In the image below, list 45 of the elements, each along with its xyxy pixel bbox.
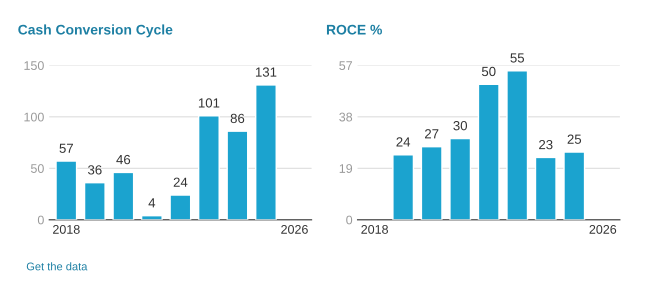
data-label: 50: [482, 66, 496, 76]
bar: [563, 151, 586, 220]
bar: [55, 160, 78, 220]
y-tick-label: 50: [30, 164, 44, 173]
data-label: 27: [425, 129, 438, 138]
data-label: 101: [198, 98, 220, 108]
data-label: 131: [256, 67, 276, 77]
bar: [169, 194, 192, 220]
bar: [112, 172, 134, 220]
bar: [226, 130, 248, 220]
x-tick-label: 2018: [361, 224, 388, 234]
data-label: 46: [116, 154, 130, 164]
chart-title: ROCE %: [326, 24, 382, 35]
bar: [420, 146, 443, 220]
y-tick-label: 57: [339, 61, 352, 70]
bar: [84, 182, 106, 220]
chart-title: Cash Conversion Cycle: [18, 24, 172, 38]
y-tick-label: 38: [339, 112, 352, 122]
bar: [478, 84, 500, 220]
data-label: 36: [88, 165, 102, 175]
data-label: 4: [148, 198, 156, 208]
x-tick-label: 2026: [281, 224, 308, 234]
bar: [198, 115, 220, 220]
y-tick-label: 150: [24, 61, 44, 70]
bar: [255, 84, 277, 220]
x-tick-label: 2026: [590, 224, 616, 234]
y-tick-label: 0: [346, 216, 352, 224]
bar: [449, 138, 472, 220]
bar: [392, 154, 414, 220]
y-tick-label: 19: [340, 164, 352, 173]
data-label: 25: [568, 134, 582, 144]
x-tick-label: 2018: [53, 224, 80, 234]
data-label: 30: [453, 120, 468, 130]
bar: [534, 156, 557, 220]
y-tick-label: 100: [24, 112, 44, 122]
text: Get the data: [26, 262, 88, 270]
data-label: 55: [510, 53, 524, 63]
y-tick-label: 0: [38, 216, 44, 224]
data-label: 24: [174, 178, 188, 187]
data-label: 24: [396, 137, 410, 146]
bar: [140, 214, 163, 220]
data-label: 23: [539, 140, 553, 150]
bar: [506, 70, 528, 220]
data-label: 86: [230, 114, 244, 124]
data-label: 57: [60, 144, 73, 153]
